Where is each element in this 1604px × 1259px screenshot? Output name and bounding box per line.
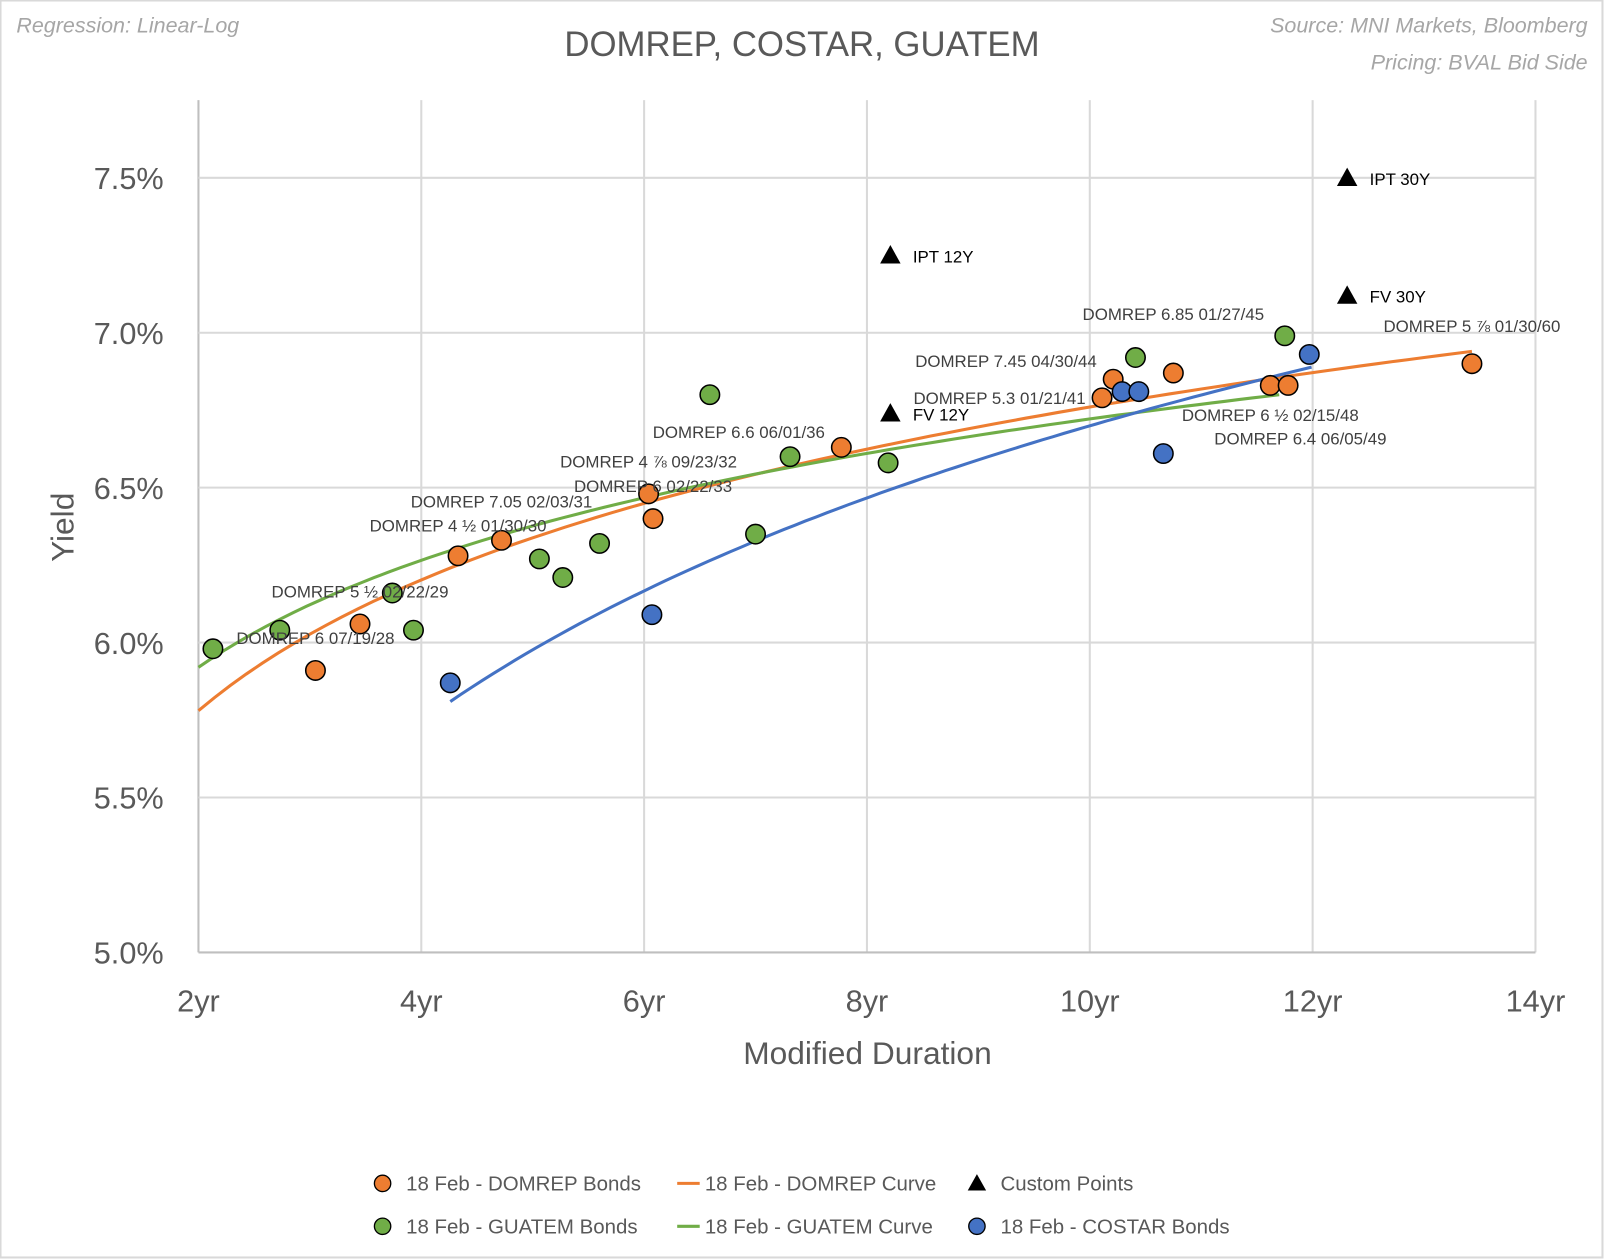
legend-label: 18 Feb - COSTAR Bonds — [1000, 1215, 1229, 1238]
legend-label: 18 Feb - GUATEM Bonds — [406, 1215, 637, 1238]
legend-circle-icon — [373, 1174, 392, 1193]
data-point — [877, 452, 899, 474]
data-point — [641, 604, 663, 626]
data-point — [447, 545, 469, 567]
points — [202, 167, 1483, 694]
legend-label: 18 Feb - DOMREP Bonds — [406, 1173, 641, 1196]
data-label: DOMREP 6 07/19/28 — [236, 629, 394, 648]
data-point — [439, 672, 461, 694]
data-point — [381, 582, 403, 604]
y-tick-label: 6.5% — [94, 472, 164, 506]
data-point — [779, 446, 801, 468]
x-tick-label: 2yr — [177, 985, 220, 1019]
legend-triangle-icon — [967, 1174, 987, 1191]
data-point — [589, 532, 611, 554]
x-axis-label: Modified Duration — [743, 1035, 991, 1071]
data-labels: DOMREP 6 07/19/28 DOMREP 5 ½ 02/22/29 DOMR… — [236, 170, 1560, 648]
data-point — [1461, 353, 1483, 375]
data-point — [1298, 343, 1320, 365]
data-point — [304, 659, 326, 681]
custom-point-triangle — [1336, 285, 1358, 304]
data-point — [1274, 325, 1296, 347]
data-point — [642, 508, 664, 530]
data-point — [1091, 387, 1113, 409]
x-tick-label: 10yr — [1060, 985, 1120, 1019]
y-tick-label: 5.0% — [94, 937, 164, 971]
legend-item: 18 Feb - COSTAR Bonds — [968, 1215, 1230, 1238]
custom-point-label: IPT 12Y — [913, 247, 974, 266]
curves — [197, 349, 1473, 712]
data-point — [1259, 374, 1281, 396]
curve-line — [449, 365, 1312, 703]
custom-point-label: FV 30Y — [1370, 288, 1426, 307]
data-point — [830, 436, 852, 458]
custom-point-label: IPT 30Y — [1370, 170, 1431, 189]
legend-item: 18 Feb - GUATEM Bonds — [373, 1215, 638, 1238]
legend: 18 Feb - DOMREP Bonds 18 Feb - DOMREP Cur… — [373, 1173, 1230, 1238]
x-tick-label: 14yr — [1506, 985, 1566, 1019]
regression-note: Regression: Linear-Log — [16, 14, 239, 38]
data-point — [1162, 362, 1184, 384]
data-point — [269, 619, 291, 641]
data-label: DOMREP 6.85 01/27/45 — [1083, 305, 1265, 324]
data-label: DOMREP 5.3 01/21/41 — [913, 389, 1085, 408]
y-axis-label: Yield — [45, 493, 81, 562]
data-point — [1124, 347, 1146, 368]
legend-circle-icon — [373, 1217, 392, 1236]
custom-point-triangle — [1336, 167, 1358, 186]
data-label: DOMREP 5 ⅞ 01/30/60 — [1384, 317, 1561, 336]
data-point — [1277, 374, 1299, 396]
y-tick-label: 7.0% — [94, 317, 164, 351]
legend-item: 18 Feb - DOMREP Curve — [677, 1173, 936, 1196]
data-point — [638, 483, 660, 505]
source-note: Source: MNI Markets, Bloomberg — [1270, 14, 1588, 38]
data-label: DOMREP 6.6 06/01/36 — [653, 423, 825, 442]
grid — [197, 100, 1537, 954]
chart-title: DOMREP, COSTAR, GUATEM — [564, 26, 1039, 64]
legend-label: 18 Feb - GUATEM Curve — [705, 1215, 933, 1238]
data-label: DOMREP 6 ½ 02/15/48 — [1182, 406, 1359, 425]
x-tick-label: 6yr — [623, 985, 666, 1019]
x-tick-label: 12yr — [1283, 985, 1343, 1019]
legend-label: 18 Feb - DOMREP Curve — [705, 1173, 936, 1196]
data-label: DOMREP 6.4 06/05/49 — [1214, 430, 1386, 449]
curve-line — [197, 393, 1280, 669]
legend-circle-icon — [968, 1217, 986, 1236]
data-point — [699, 384, 721, 406]
x-tick-label: 4yr — [400, 985, 443, 1019]
custom-point-triangle — [880, 403, 901, 422]
legend-label: Custom Points — [1000, 1173, 1133, 1196]
data-label: DOMREP 4 ⅞ 09/23/32 — [560, 452, 737, 471]
data-point — [1152, 443, 1174, 465]
custom-point-triangle — [880, 245, 901, 264]
legend-item: 18 Feb - DOMREP Bonds — [373, 1173, 641, 1196]
data-label: DOMREP 7.05 02/03/31 — [411, 493, 593, 512]
pricing-note: Pricing: BVAL Bid Side — [1371, 50, 1588, 74]
y-tick-label: 7.5% — [94, 162, 164, 196]
data-point — [202, 638, 224, 660]
legend-item: 18 Feb - GUATEM Curve — [677, 1215, 933, 1238]
y-tick-label: 5.5% — [94, 782, 164, 816]
data-label: DOMREP 7.45 04/30/44 — [915, 352, 1097, 371]
data-point — [1128, 381, 1150, 403]
ticks: 2yr 4yr 6yr 8yr 10yr 12yr 14yr 5.0% 5.5% 6.0% 6.5%… — [94, 162, 1566, 1019]
y-tick-label: 6.0% — [94, 627, 164, 661]
data-label: DOMREP 5 ½ 02/22/29 — [272, 582, 449, 601]
data-label: DOMREP 6 02/22/33 — [574, 477, 732, 496]
data-point — [745, 523, 767, 545]
data-point — [528, 548, 550, 570]
legend-item: Custom Points — [967, 1173, 1133, 1196]
x-tick-label: 8yr — [846, 985, 889, 1019]
custom-point-label: FV 12Y — [913, 405, 969, 424]
data-label: DOMREP 4 ½ 01/30/30 — [370, 516, 547, 535]
data-point — [552, 567, 574, 588]
data-point — [491, 529, 512, 551]
data-point — [403, 619, 424, 641]
data-point — [349, 613, 371, 635]
